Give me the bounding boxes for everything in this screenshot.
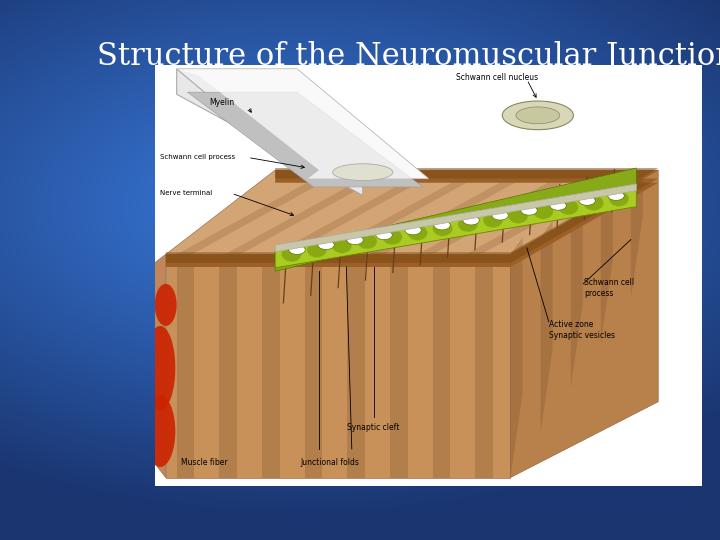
Polygon shape [541, 221, 553, 433]
Polygon shape [631, 170, 643, 299]
Polygon shape [510, 170, 658, 477]
Polygon shape [369, 170, 538, 254]
Ellipse shape [503, 101, 573, 130]
Polygon shape [433, 254, 450, 477]
Polygon shape [176, 69, 363, 195]
Ellipse shape [145, 395, 176, 467]
Polygon shape [176, 69, 428, 179]
Circle shape [307, 242, 327, 258]
Circle shape [382, 230, 402, 245]
Polygon shape [166, 254, 510, 477]
Polygon shape [176, 170, 345, 254]
Polygon shape [166, 170, 658, 254]
Circle shape [584, 195, 603, 211]
Ellipse shape [333, 164, 393, 180]
Ellipse shape [521, 206, 537, 215]
Ellipse shape [463, 215, 480, 225]
Text: Schwann cell
process: Schwann cell process [585, 278, 634, 298]
Polygon shape [466, 170, 634, 254]
Polygon shape [220, 254, 237, 477]
Polygon shape [273, 170, 441, 254]
Polygon shape [571, 204, 582, 388]
Polygon shape [418, 170, 586, 254]
Ellipse shape [145, 326, 176, 410]
Circle shape [433, 221, 452, 236]
Ellipse shape [608, 191, 624, 200]
Polygon shape [262, 254, 279, 477]
Polygon shape [275, 189, 636, 268]
Ellipse shape [405, 226, 421, 235]
Circle shape [559, 200, 578, 215]
Ellipse shape [492, 211, 508, 220]
Text: Schwann cell nucleus: Schwann cell nucleus [456, 73, 538, 82]
Circle shape [332, 238, 352, 253]
Circle shape [483, 212, 503, 227]
Polygon shape [390, 254, 408, 477]
Text: Active zone
Synaptic vesicles: Active zone Synaptic vesicles [549, 320, 615, 340]
Circle shape [508, 208, 528, 224]
Circle shape [534, 204, 553, 219]
Text: Schwann cell process: Schwann cell process [161, 154, 235, 160]
Polygon shape [510, 238, 523, 477]
Polygon shape [166, 170, 658, 267]
Polygon shape [166, 168, 658, 263]
Circle shape [609, 191, 629, 206]
Ellipse shape [318, 240, 334, 249]
Text: Junctional folds: Junctional folds [300, 458, 359, 467]
Polygon shape [305, 254, 323, 477]
Ellipse shape [289, 245, 305, 254]
Text: Structure of the Neuromuscular Junction: Structure of the Neuromuscular Junction [97, 41, 720, 72]
Text: Synaptic cleft: Synaptic cleft [348, 422, 400, 431]
Polygon shape [188, 92, 423, 187]
Ellipse shape [347, 235, 364, 245]
Polygon shape [138, 254, 166, 477]
Polygon shape [176, 254, 194, 477]
Text: Myelin: Myelin [210, 98, 235, 107]
Ellipse shape [516, 107, 559, 124]
Ellipse shape [155, 284, 176, 326]
Ellipse shape [579, 196, 595, 205]
Text: Nerve terminal: Nerve terminal [161, 190, 212, 196]
Polygon shape [475, 254, 493, 477]
Circle shape [357, 234, 377, 249]
Polygon shape [225, 170, 393, 254]
Ellipse shape [550, 201, 567, 210]
Ellipse shape [434, 221, 450, 230]
Circle shape [408, 225, 427, 240]
Polygon shape [176, 69, 428, 179]
Circle shape [458, 217, 477, 232]
Polygon shape [275, 168, 636, 271]
Polygon shape [600, 187, 613, 343]
Ellipse shape [376, 231, 392, 240]
Bar [155, 65, 702, 486]
Polygon shape [321, 170, 490, 254]
Polygon shape [348, 254, 365, 477]
Polygon shape [275, 184, 636, 252]
Text: Muscle fiber: Muscle fiber [181, 458, 228, 467]
Circle shape [282, 246, 302, 262]
